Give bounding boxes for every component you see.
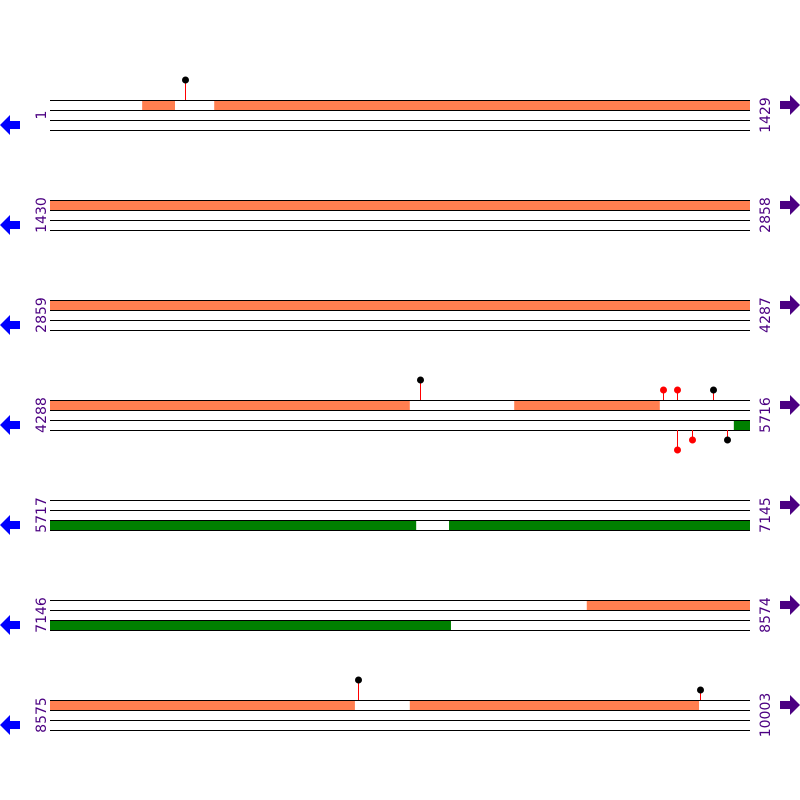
marker-head bbox=[710, 386, 717, 394]
marker-head bbox=[697, 686, 704, 694]
arrow-left-icon bbox=[0, 715, 20, 735]
forward-feature-bar bbox=[50, 400, 410, 410]
arrow-left-icon bbox=[0, 215, 20, 235]
reverse-feature-bar bbox=[733, 420, 750, 430]
row-end-label: 10003 bbox=[758, 693, 774, 738]
sequence-row: 5717 7145 bbox=[0, 495, 800, 535]
row-start-label: 1 bbox=[34, 111, 50, 120]
row-start-label: 8575 bbox=[34, 697, 50, 733]
marker-head bbox=[674, 446, 681, 454]
marker-head bbox=[417, 376, 424, 384]
forward-feature-bar bbox=[514, 400, 660, 410]
row-end-label: 7145 bbox=[758, 497, 774, 533]
marker-head bbox=[355, 676, 362, 684]
arrow-left-icon bbox=[0, 415, 20, 435]
reverse-feature-bar bbox=[50, 520, 417, 530]
forward-feature-bar bbox=[586, 600, 750, 610]
row-start-label: 1430 bbox=[34, 197, 50, 233]
marker-head bbox=[182, 76, 189, 84]
row-end-label: 1429 bbox=[758, 97, 774, 133]
arrow-right-icon bbox=[780, 395, 800, 415]
row-end-label: 8574 bbox=[758, 597, 774, 633]
row-end-label: 4287 bbox=[758, 297, 774, 333]
arrow-left-icon bbox=[0, 315, 20, 335]
sequence-row: 1430 2858 bbox=[0, 195, 800, 235]
row-end-label: 2858 bbox=[758, 197, 774, 233]
arrow-left-icon bbox=[0, 615, 20, 635]
sequence-row: 8575 10003 bbox=[0, 676, 800, 738]
marker-head bbox=[689, 436, 696, 444]
forward-feature-bar bbox=[50, 700, 355, 710]
sequence-row: 4288 5716 bbox=[0, 376, 800, 454]
row-start-label: 2859 bbox=[34, 297, 50, 333]
row-start-label: 7146 bbox=[34, 597, 50, 633]
row-start-label: 5717 bbox=[34, 497, 50, 533]
row-end-label: 5716 bbox=[758, 397, 774, 433]
arrow-right-icon bbox=[780, 595, 800, 615]
forward-feature-bar bbox=[50, 200, 750, 210]
arrow-right-icon bbox=[780, 295, 800, 315]
sequence-row: 2859 4287 bbox=[0, 295, 800, 335]
forward-feature-bar bbox=[214, 100, 750, 110]
forward-feature-bar bbox=[50, 300, 750, 310]
arrow-right-icon bbox=[780, 495, 800, 515]
marker-head bbox=[660, 386, 667, 394]
marker-head bbox=[674, 386, 681, 394]
sequence-row: 7146 8574 bbox=[0, 595, 800, 635]
arrow-left-icon bbox=[0, 515, 20, 535]
reverse-feature-bar bbox=[449, 520, 750, 530]
arrow-right-icon bbox=[780, 195, 800, 215]
row-start-label: 4288 bbox=[34, 397, 50, 433]
arrow-right-icon bbox=[780, 695, 800, 715]
marker-head bbox=[724, 436, 731, 444]
sequence-row: 1 1429 bbox=[0, 76, 800, 135]
forward-feature-bar bbox=[142, 100, 175, 110]
arrow-right-icon bbox=[780, 95, 800, 115]
forward-feature-bar bbox=[409, 700, 700, 710]
arrow-left-icon bbox=[0, 115, 20, 135]
reverse-feature-bar bbox=[50, 620, 451, 630]
